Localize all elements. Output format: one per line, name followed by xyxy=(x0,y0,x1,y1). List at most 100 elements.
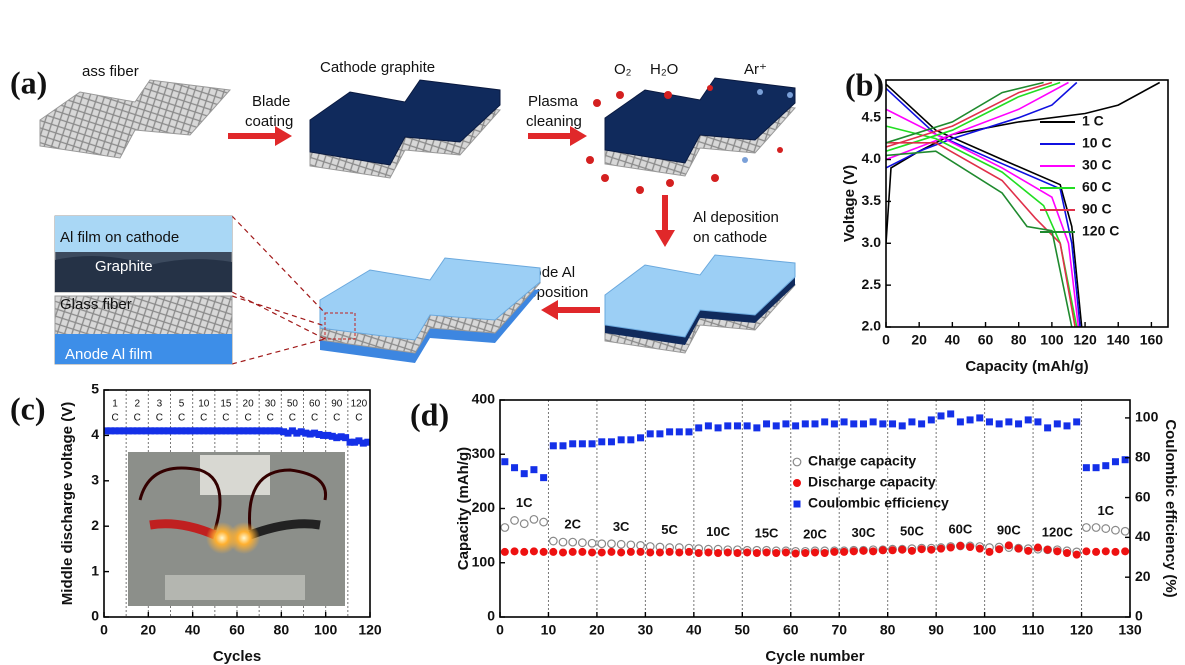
x-tick-label: 160 xyxy=(1140,332,1164,348)
point xyxy=(812,420,819,427)
panel-label: (b) xyxy=(845,66,884,102)
x-axis-label: Cycles xyxy=(213,648,261,665)
rate-label: 1 xyxy=(112,399,118,410)
point xyxy=(627,541,635,549)
point xyxy=(859,547,867,555)
label: Anode Al film xyxy=(65,346,153,363)
rate-label: C xyxy=(111,413,118,424)
point xyxy=(501,524,509,532)
point xyxy=(627,436,634,443)
point xyxy=(704,548,712,556)
point xyxy=(744,422,751,429)
point xyxy=(511,547,519,555)
point xyxy=(947,544,955,552)
y-tick-label: 1 xyxy=(91,562,99,578)
rate-label: 60 xyxy=(309,399,321,410)
point xyxy=(869,547,877,555)
point xyxy=(1111,548,1119,556)
label: on cathode xyxy=(693,229,767,246)
point xyxy=(870,418,877,425)
x-tick-label: 120 xyxy=(1073,332,1097,348)
point xyxy=(966,543,974,551)
point xyxy=(889,420,896,427)
point xyxy=(947,410,954,417)
rate-label: 5C xyxy=(661,522,678,537)
point xyxy=(956,542,964,550)
rate-label: 30C xyxy=(852,525,876,540)
point xyxy=(831,420,838,427)
rate-label: 30 xyxy=(265,399,277,410)
label: Graphite xyxy=(95,258,153,275)
point xyxy=(850,547,858,555)
rate-label: 50C xyxy=(900,524,924,539)
point xyxy=(501,458,508,465)
x-tick-label: 100 xyxy=(1040,332,1064,348)
label: cleaning xyxy=(526,113,582,130)
schematic: (a) ass fiber Blade coating Cathode grap… xyxy=(10,59,795,364)
label: Plasma xyxy=(528,93,579,110)
rate-label: 1C xyxy=(1097,503,1114,518)
x-tick-label: 0 xyxy=(882,332,890,348)
point xyxy=(801,549,809,557)
point xyxy=(996,420,1003,427)
full-cell-stack xyxy=(320,258,540,363)
x-tick-label: 50 xyxy=(735,622,751,638)
led xyxy=(228,522,260,554)
point xyxy=(598,540,606,548)
point xyxy=(938,412,945,419)
point xyxy=(550,537,558,545)
point xyxy=(540,518,548,526)
plot-area xyxy=(886,83,1160,328)
point xyxy=(627,548,635,556)
x-tick-label: 20 xyxy=(911,332,927,348)
point xyxy=(617,541,625,549)
x-tick-label: 60 xyxy=(783,622,799,638)
point xyxy=(928,416,935,423)
rate-label: C xyxy=(178,413,185,424)
x-tick-label: 130 xyxy=(1118,622,1142,638)
point xyxy=(811,548,819,556)
y2-axis-label: Coulombic efficiency (%) xyxy=(1162,419,1179,597)
point xyxy=(598,548,606,556)
point xyxy=(1092,524,1100,532)
gas-label: O₂ xyxy=(614,61,632,78)
y-tick-label: 4 xyxy=(91,426,99,442)
point xyxy=(1073,418,1080,425)
point xyxy=(889,546,897,554)
point xyxy=(802,420,809,427)
rate-label: 15 xyxy=(220,399,232,410)
x-tick-label: 0 xyxy=(100,622,108,638)
y-tick-label: 4.5 xyxy=(862,108,882,124)
point xyxy=(579,440,586,447)
point xyxy=(569,548,577,556)
point xyxy=(714,549,722,557)
figure: (a) ass fiber Blade coating Cathode grap… xyxy=(0,0,1185,665)
label: Al film on cathode xyxy=(60,229,179,246)
point xyxy=(1053,547,1061,555)
point xyxy=(656,430,663,437)
point xyxy=(530,466,537,473)
rate-label: C xyxy=(267,413,274,424)
point xyxy=(530,547,538,555)
point xyxy=(773,422,780,429)
point xyxy=(550,442,557,449)
rate-label: 50 xyxy=(287,399,299,410)
point xyxy=(841,418,848,425)
point xyxy=(685,548,693,556)
point xyxy=(821,418,828,425)
point xyxy=(1044,546,1052,554)
point xyxy=(579,539,587,547)
label: coating xyxy=(245,113,293,130)
rate-label: C xyxy=(134,413,141,424)
point xyxy=(559,548,567,556)
rate-label: C xyxy=(311,413,318,424)
rate-label: 60C xyxy=(948,521,972,536)
legend-marker xyxy=(793,458,801,466)
point xyxy=(792,422,799,429)
y-tick-label: 400 xyxy=(472,391,496,407)
panel-label: (c) xyxy=(10,390,46,426)
x-tick-label: 80 xyxy=(274,622,290,638)
x-tick-label: 80 xyxy=(880,622,896,638)
rate-label: C xyxy=(289,413,296,424)
point xyxy=(918,420,925,427)
